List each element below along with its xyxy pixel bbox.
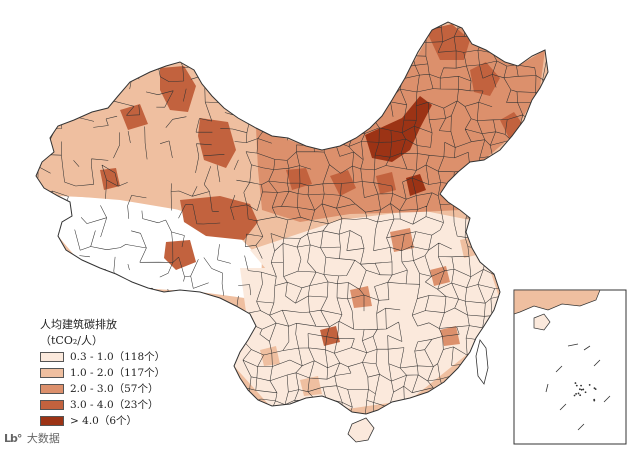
legend-swatch: [40, 415, 64, 426]
inset-island-dot: [575, 384, 578, 387]
region-patch: [365, 96, 432, 162]
legend-label: 3.0 - 4.0（23个）: [70, 399, 159, 411]
legend-swatch: [40, 399, 64, 410]
inset-island-dot: [580, 384, 582, 387]
region-patch: [390, 228, 414, 252]
region-patch: [320, 326, 340, 346]
region-patch: [120, 104, 148, 130]
region-patch: [406, 174, 426, 196]
region-patch: [426, 24, 470, 60]
inset-island-dot: [575, 393, 577, 395]
region-patch: [470, 62, 500, 96]
region-zone: [234, 210, 500, 410]
inset-hainan: [533, 313, 551, 331]
inset-island-dot: [579, 394, 582, 397]
inset-island-dot: [582, 388, 585, 391]
region-patch: [160, 66, 196, 112]
region-patch: [350, 286, 372, 308]
watermark-logo: Lb°: [4, 432, 22, 445]
watermark-text: 大数据: [26, 432, 60, 445]
legend-label: 1.0 - 2.0（117个）: [70, 367, 166, 379]
legend-label: > 4.0（6个）: [70, 415, 138, 427]
taiwan-shape: [475, 339, 489, 385]
region-patch: [330, 170, 356, 196]
inset-island-dot: [580, 388, 583, 391]
inset-dash-line: [545, 343, 611, 431]
legend-label: 2.0 - 3.0（57个）: [70, 383, 159, 395]
legend-item-5: > 4.0（6个）: [40, 413, 210, 428]
region-patch: [376, 172, 396, 194]
legend-item-3: 2.0 - 3.0（57个）: [40, 381, 210, 396]
inset-mainland-coast: [514, 290, 601, 315]
legend-item-4: 3.0 - 4.0（23个）: [40, 397, 210, 412]
legend-swatch: [40, 383, 64, 394]
legend-item-2: 1.0 - 2.0（117个）: [40, 365, 210, 380]
hainan-island: [347, 417, 375, 443]
inset-island-dot: [578, 388, 581, 391]
region-patch: [430, 266, 450, 286]
inset-island-dot: [577, 392, 580, 395]
inset-island-dot: [584, 391, 587, 394]
region-patch: [260, 346, 280, 366]
region-patch: [440, 326, 460, 346]
watermark: Lb° 大数据: [4, 430, 60, 446]
legend-title: 人均建筑碳排放: [40, 318, 117, 331]
hainan-shape: [347, 417, 375, 443]
region-patch: [180, 196, 258, 240]
legend-swatch: [40, 367, 64, 378]
inset-island-dot: [593, 398, 596, 401]
region-patch: [500, 112, 524, 140]
legend-label: 0.3 - 1.0（118个）: [70, 351, 166, 363]
inset-island-dot: [573, 394, 576, 397]
taiwan-island: [475, 339, 489, 385]
legend-swatch: [40, 351, 64, 362]
legend-item-1: 0.3 - 1.0（118个）: [40, 349, 210, 364]
inset-island-dot: [574, 382, 577, 384]
south-china-sea-inset: [513, 289, 627, 445]
china-outline: [35, 21, 549, 415]
map-legend: 人均建筑碳排放 （tCO₂/人） 0.3 - 1.0（118个） 1.0 - 2…: [40, 318, 210, 428]
legend-unit: （tCO₂/人）: [40, 334, 103, 347]
region-zone: [36, 64, 256, 228]
inset-island-dot: [594, 388, 597, 391]
inset-island-dot: [588, 384, 591, 386]
